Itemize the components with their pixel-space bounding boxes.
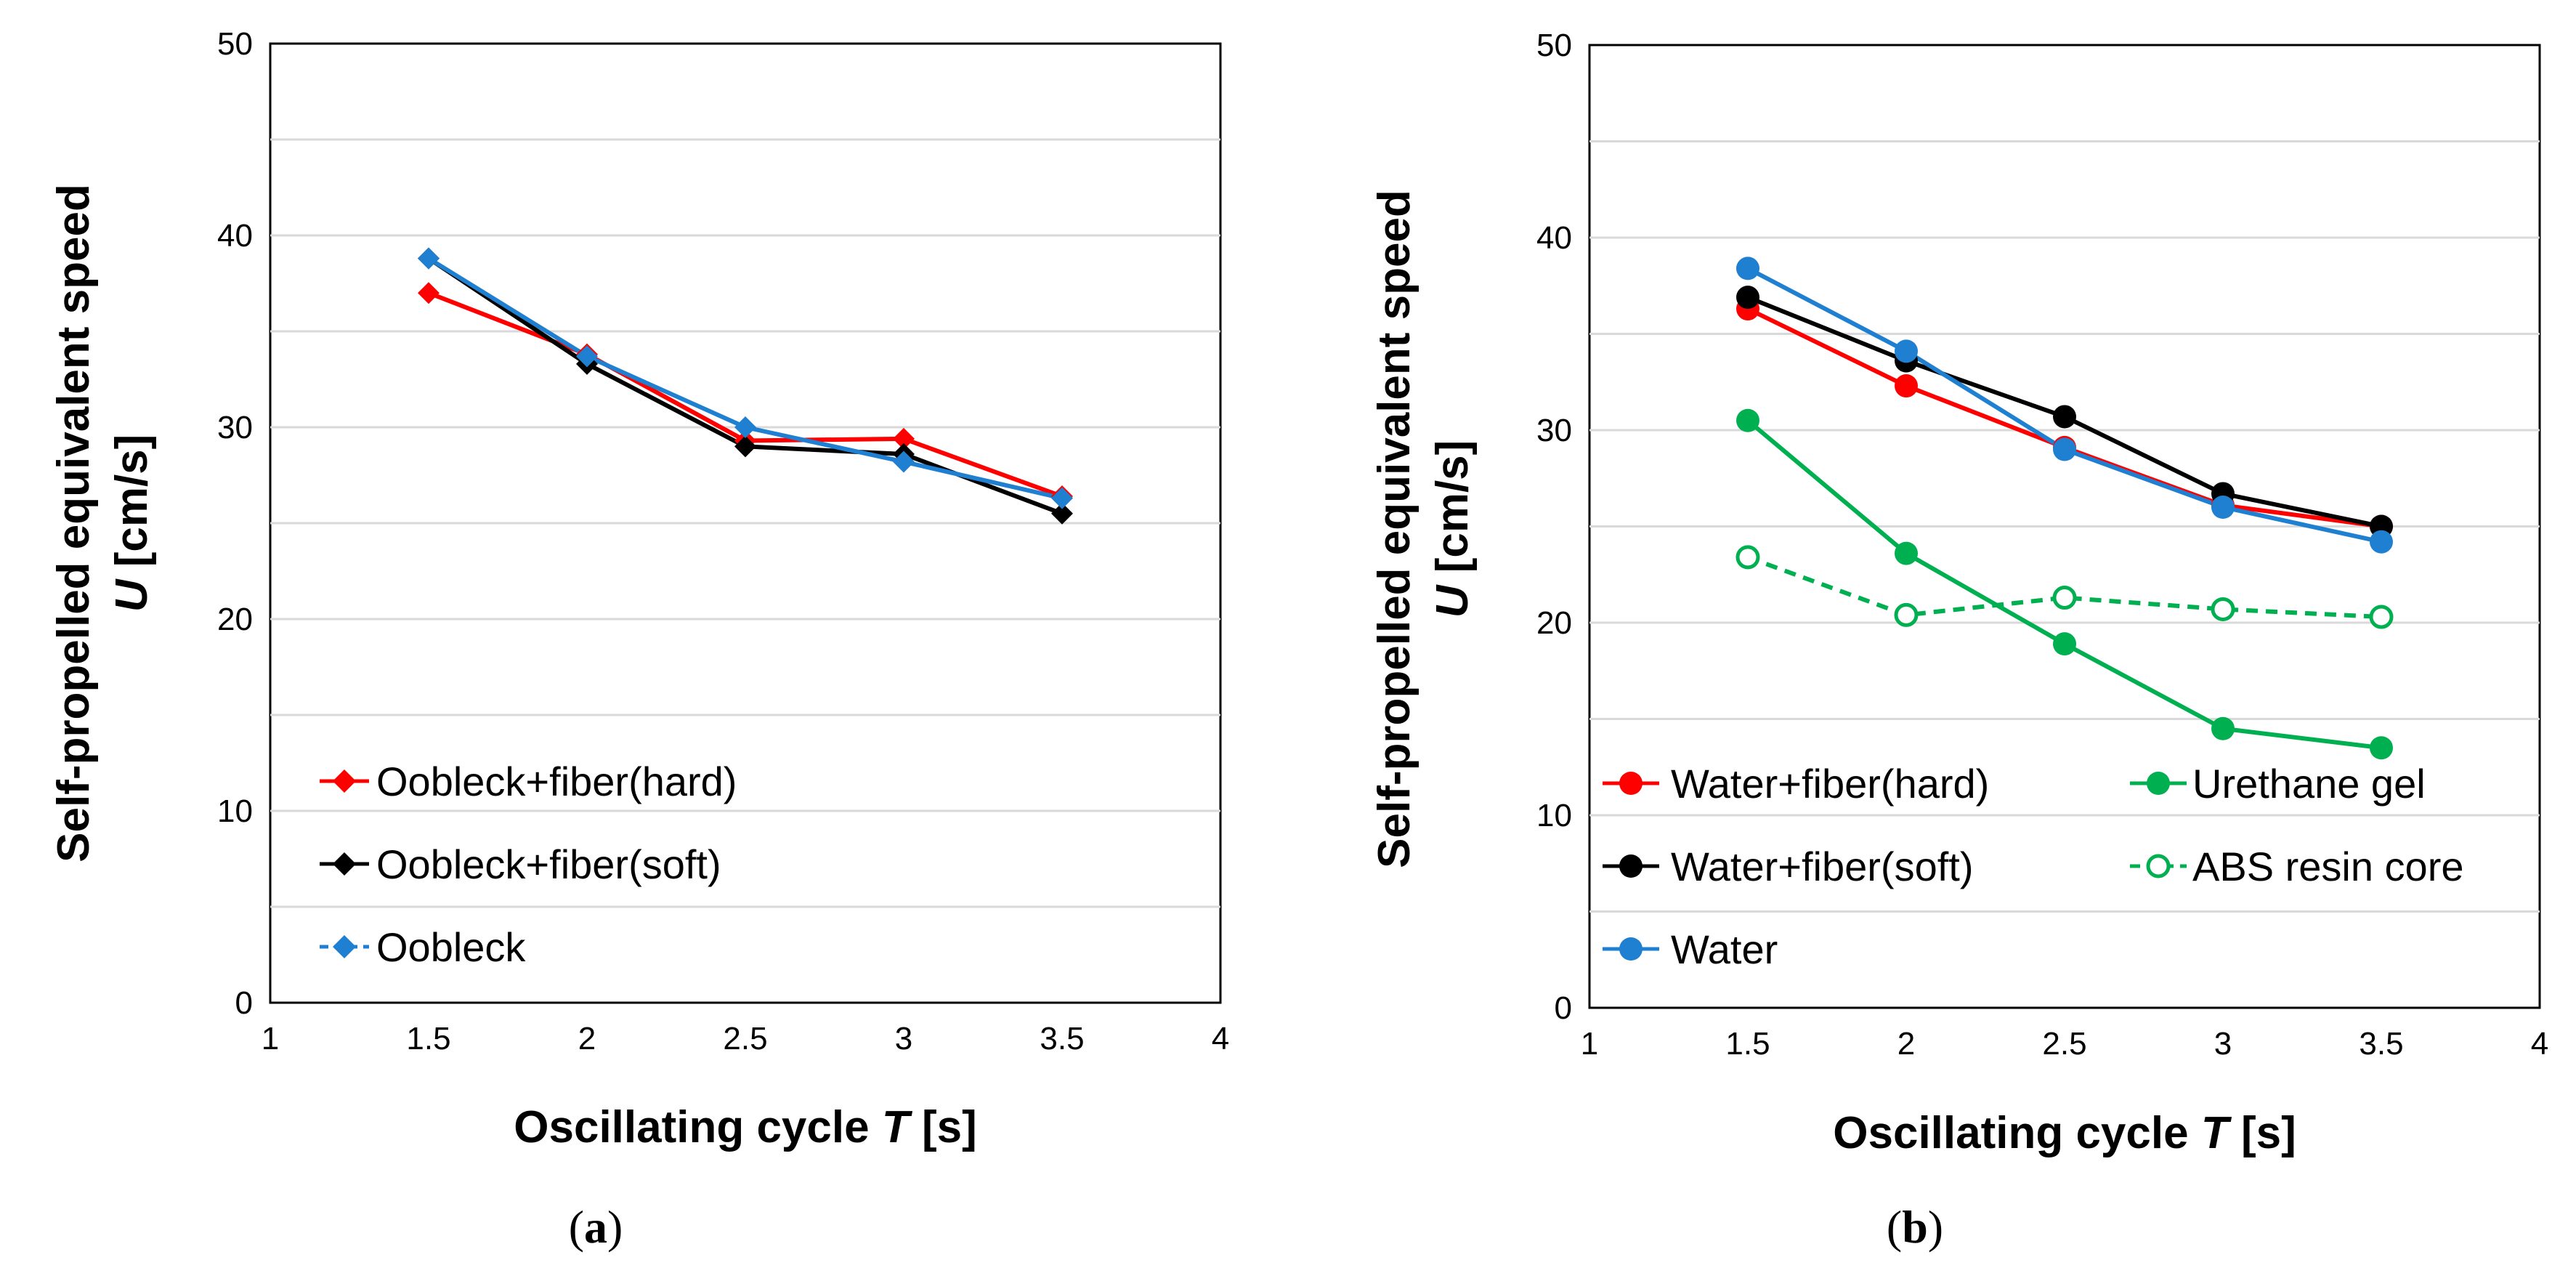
chart-panel-b: 0 10 20 30 40 50 1 1.5 2 2.5 3 3.5 4 Self-propelled… xyxy=(1369,28,2548,1253)
legend-item-water-fiber-hard[interactable]: Water+fiber(hard) xyxy=(1603,761,1989,807)
x-tick-label: 2 xyxy=(1897,1026,1915,1062)
y-tick-label: 10 xyxy=(217,793,253,829)
y-tick-label: 20 xyxy=(217,602,253,637)
y-tick-label: 20 xyxy=(1536,605,1572,641)
data-point-water[interactable] xyxy=(2370,530,2393,554)
y-tick-label: 0 xyxy=(235,985,253,1021)
legend-label: ABS resin core xyxy=(2192,844,2464,889)
data-point-oobleck-fiber-soft[interactable] xyxy=(734,435,756,458)
x-tick-label: 3.5 xyxy=(1040,1021,1084,1056)
open-circle-marker-icon xyxy=(2146,854,2171,878)
data-point-urethane-gel[interactable] xyxy=(2370,736,2393,760)
x-axis-title: Oscillating cycle T [s] xyxy=(514,1102,976,1152)
data-point-abs-resin-core[interactable] xyxy=(2052,586,2077,610)
y-tick-label: 0 xyxy=(1555,990,1572,1026)
x-tick-label: 4 xyxy=(2531,1026,2548,1062)
circle-marker-icon xyxy=(1619,937,1643,961)
diamond-marker-icon xyxy=(333,852,356,876)
circle-marker-icon xyxy=(1619,854,1643,878)
y-tick-label: 50 xyxy=(1536,28,1572,63)
data-point-water-fiber-soft[interactable] xyxy=(2053,405,2076,429)
y-tick-label: 40 xyxy=(217,218,253,254)
diamond-marker-icon xyxy=(333,769,356,793)
data-point-water[interactable] xyxy=(2211,496,2235,519)
x-tick-label: 2 xyxy=(578,1021,596,1056)
data-point-water[interactable] xyxy=(2053,437,2076,461)
data-point-oobleck[interactable] xyxy=(734,416,756,438)
x-tick-label: 3 xyxy=(895,1021,912,1056)
legend-item-abs-resin-core[interactable]: ABS resin core xyxy=(2130,844,2464,889)
x-tick-label: 2.5 xyxy=(2042,1026,2086,1062)
y-tick-label: 30 xyxy=(217,410,253,445)
data-point-abs-resin-core[interactable] xyxy=(1735,545,1760,570)
data-point-oobleck-fiber-soft[interactable] xyxy=(1051,502,1073,525)
data-point-urethane-gel[interactable] xyxy=(1736,408,1759,432)
legend-label: Water xyxy=(1671,926,1778,972)
x-tick-label: 1.5 xyxy=(406,1021,450,1056)
data-point-water-fiber-hard[interactable] xyxy=(1895,374,1918,398)
data-point-water[interactable] xyxy=(1736,256,1759,280)
data-point-water[interactable] xyxy=(1895,339,1918,363)
y-tick-label: 30 xyxy=(1536,413,1572,448)
x-tick-label: 2.5 xyxy=(723,1021,767,1056)
diamond-marker-icon xyxy=(333,935,356,958)
chart-panel-a: 0 10 20 30 40 50 1 1.5 2 2.5 3 3.5 4 Self-propelled… xyxy=(49,26,1229,1253)
x-tick-label: 3 xyxy=(2214,1026,2232,1062)
legend-label: Oobleck+fiber(hard) xyxy=(376,759,737,804)
x-tick-label: 3.5 xyxy=(2359,1026,2403,1062)
data-point-oobleck[interactable] xyxy=(576,345,598,368)
x-tick-label: 1 xyxy=(1581,1026,1598,1062)
panel-caption-b: (b) xyxy=(1887,1201,1943,1253)
data-point-urethane-gel[interactable] xyxy=(2211,716,2235,740)
data-point-oobleck-fiber-hard[interactable] xyxy=(893,427,915,450)
y-tick-label: 10 xyxy=(1536,798,1572,833)
data-point-oobleck[interactable] xyxy=(1051,487,1073,509)
x-axis-title: Oscillating cycle T [s] xyxy=(1833,1108,2296,1158)
data-point-oobleck-fiber-hard[interactable] xyxy=(418,282,440,304)
x-tick-label: 4 xyxy=(1212,1021,1229,1056)
legend-item-water-fiber-soft[interactable]: Water+fiber(soft) xyxy=(1603,844,1973,889)
legend-label: Water+fiber(hard) xyxy=(1671,761,1989,807)
y-axis-title-line1: Self-propelled equivalent speed xyxy=(49,184,99,862)
legend-label: Oobleck xyxy=(376,924,526,970)
x-tick-label: 1.5 xyxy=(1725,1026,1770,1062)
x-tick-label: 1 xyxy=(262,1021,279,1056)
y-tick-label: 40 xyxy=(1536,220,1572,256)
legend-item-oobleck-fiber-soft[interactable]: Oobleck+fiber(soft) xyxy=(320,841,721,887)
legend-item-water[interactable]: Water xyxy=(1603,926,1778,972)
data-point-urethane-gel[interactable] xyxy=(2053,632,2076,656)
y-axis-title-line2: U [cm/s] xyxy=(107,435,157,613)
data-point-abs-resin-core[interactable] xyxy=(1894,602,1919,627)
legend: Oobleck+fiber(hard) Oobleck+fiber(soft) … xyxy=(320,759,737,970)
legend-label: Urethane gel xyxy=(2192,761,2426,807)
legend-label: Water+fiber(soft) xyxy=(1671,844,1973,889)
y-tick-label: 50 xyxy=(217,26,253,62)
y-axis-title-line2: U [cm/s] xyxy=(1427,440,1478,618)
y-axis-title-line1: Self-propelled equivalent speed xyxy=(1369,190,1419,868)
data-point-abs-resin-core[interactable] xyxy=(2211,597,2235,621)
data-point-abs-resin-core[interactable] xyxy=(2369,605,2394,629)
panel-caption-a: (a) xyxy=(569,1201,623,1253)
legend-item-oobleck[interactable]: Oobleck xyxy=(320,924,526,970)
legend-item-urethane-gel[interactable]: Urethane gel xyxy=(2130,761,2426,807)
data-point-water-fiber-soft[interactable] xyxy=(1736,286,1759,310)
circle-marker-icon xyxy=(1619,772,1643,795)
data-point-oobleck[interactable] xyxy=(418,247,440,270)
data-point-urethane-gel[interactable] xyxy=(1895,541,1918,565)
legend-label: Oobleck+fiber(soft) xyxy=(376,841,721,887)
circle-marker-icon xyxy=(2147,772,2170,795)
series-line-urethane-gel xyxy=(1746,419,2382,751)
legend: Water+fiber(hard) Water+fiber(soft) Wate… xyxy=(1603,761,2464,972)
data-point-oobleck[interactable] xyxy=(893,450,915,473)
series-line-abs-resin-core xyxy=(1746,555,2382,620)
legend-item-oobleck-fiber-hard[interactable]: Oobleck+fiber(hard) xyxy=(320,759,737,804)
